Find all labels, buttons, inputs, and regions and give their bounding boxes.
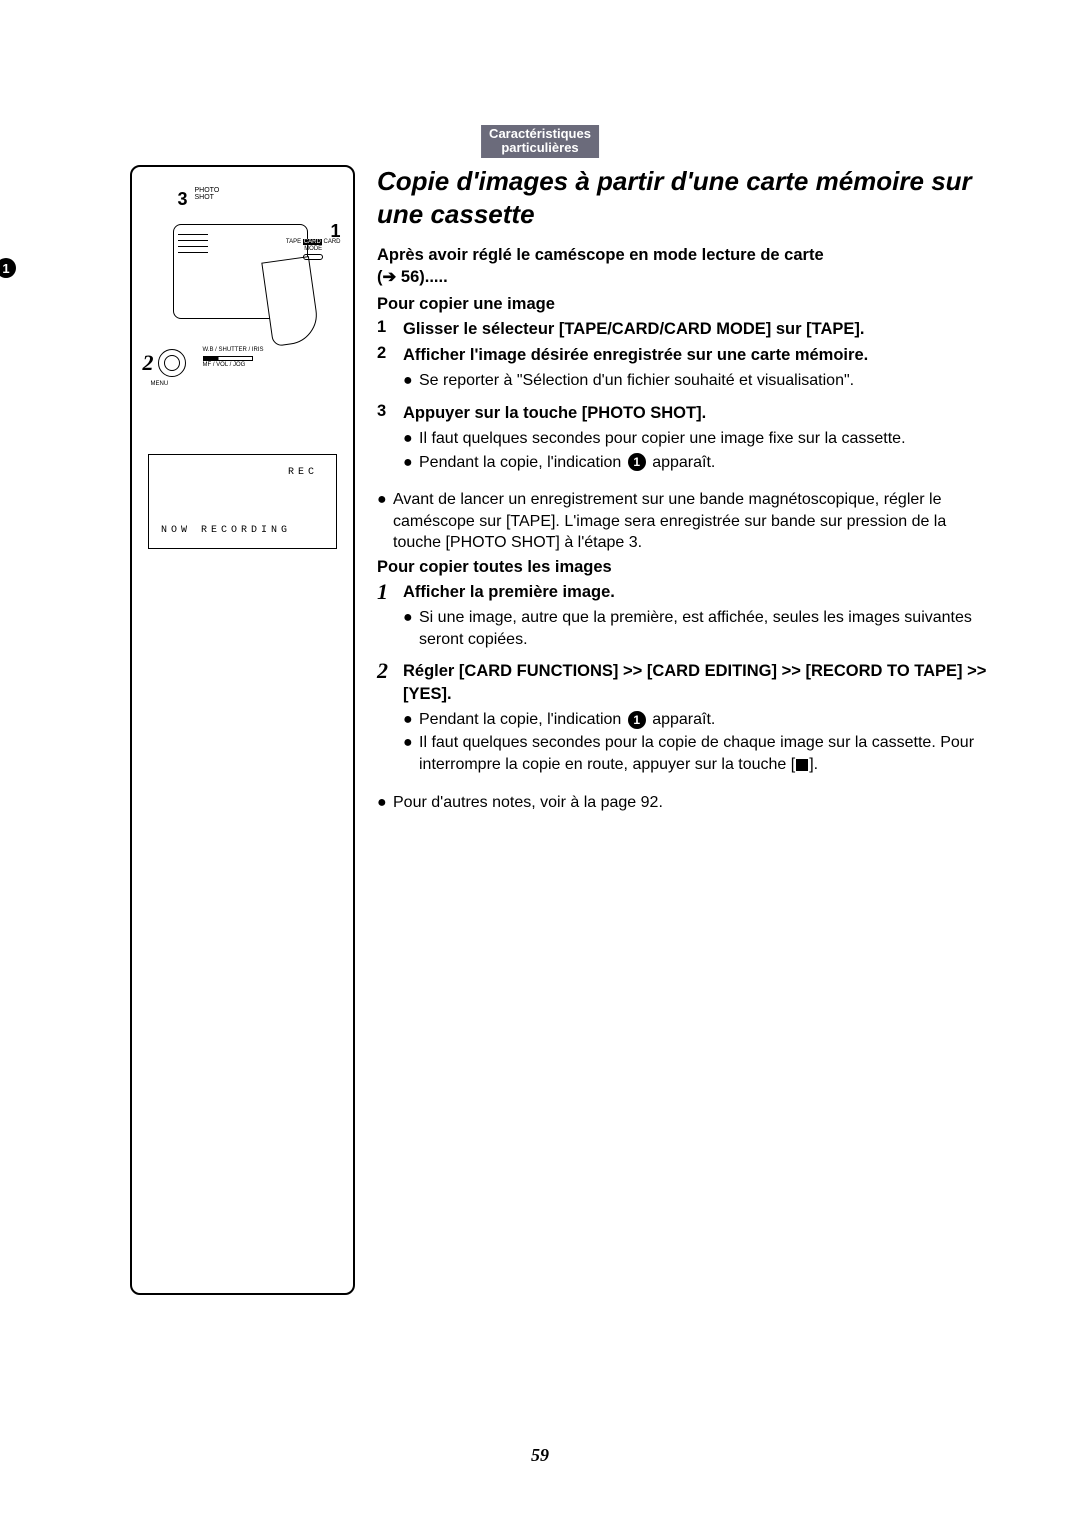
page-number: 59 (531, 1445, 549, 1466)
bullet-body: Pendant la copie, l'indication 1 apparaî… (419, 709, 990, 731)
content-row: 3 PHOTO SHOT 1 TAPE CARD CARD (130, 165, 990, 1295)
page-ref: (➔ 56)..... (377, 266, 448, 288)
step-number: 2 (377, 344, 403, 398)
section-2-head: Pour copier toutes les images (377, 558, 990, 577)
manual-page: Caractéristiques particulières 3 PHOTO S… (0, 0, 1080, 1526)
callout-circle-icon: 1 (628, 453, 646, 471)
bullet-item: ● Pendant la copie, l'indication 1 appar… (403, 452, 990, 474)
now-recording-text: NOW RECORDING (161, 525, 324, 536)
step-item: 3 Appuyer sur la touche [PHOTO SHOT]. ● … (377, 402, 990, 479)
tab-line2: particulières (489, 141, 591, 155)
menu-dial: 2 (143, 349, 186, 377)
bullet-dot-icon: ● (377, 489, 393, 554)
bullet-dot-icon: ● (403, 428, 419, 450)
camera-detail-lines (178, 234, 208, 294)
menu-label: MENU (151, 381, 169, 387)
bullet-dot-icon: ● (403, 452, 419, 474)
camera-grip-shape (261, 256, 320, 347)
bullet-item: ● Pour d'autres notes, voir à la page 92… (377, 792, 990, 814)
step-item: 2 Afficher l'image désirée enregistrée s… (377, 344, 990, 398)
bullet-list: ● Pendant la copie, l'indication 1 appar… (403, 709, 990, 776)
callout-2: 2 (143, 350, 154, 376)
bullet-item: ● Il faut quelques secondes pour la copi… (403, 732, 990, 775)
tab-line1: Caractéristiques (489, 127, 591, 141)
step-body: Glisser le sélecteur [TAPE/CARD/CARD MOD… (403, 318, 990, 340)
rec-indicator: REC (157, 467, 318, 478)
step-body: Afficher la première image. ● Si une ima… (403, 581, 990, 656)
dial-labels: W.B / SHUTTER / IRIS MF / VOL / JOG (203, 347, 264, 370)
steps-1: 1 Glisser le sélecteur [TAPE/CARD/CARD M… (377, 318, 990, 480)
bullet-list: ● Il faut quelques secondes pour copier … (403, 428, 990, 473)
text-column: Copie d'images à partir d'une carte mémo… (377, 165, 990, 1295)
outer-bullet-list: ● Avant de lancer un enregistrement sur … (377, 489, 990, 554)
step-number-script: 1 (377, 581, 403, 656)
steps-2: 1 Afficher la première image. ● Si une i… (377, 581, 990, 782)
bullet-dot-icon: ● (403, 709, 419, 731)
bullet-body: Pendant la copie, l'indication 1 apparaî… (419, 452, 990, 474)
dial-bar-icon (203, 356, 253, 361)
bullet-item: ● Il faut quelques secondes pour copier … (403, 428, 990, 450)
step-body: Appuyer sur la touche [PHOTO SHOT]. ● Il… (403, 402, 990, 479)
screen-callout-1: 1 (0, 258, 16, 278)
bullet-item: ● Pendant la copie, l'indication 1 appar… (403, 709, 990, 731)
screen-display: REC NOW RECORDING (148, 454, 337, 549)
step-body: Afficher l'image désirée enregistrée sur… (403, 344, 990, 398)
bullet-dot-icon: ● (403, 732, 419, 775)
bullet-list: ● Si une image, autre que la première, e… (403, 607, 990, 650)
bullet-item: ● Si une image, autre que la première, e… (403, 607, 990, 650)
photo-shot-label: PHOTO SHOT (195, 187, 220, 201)
step-item: 2 Régler [CARD FUNCTIONS] >> [CARD EDITI… (377, 660, 990, 781)
section-tab: Caractéristiques particulières (481, 125, 599, 158)
step-number-script: 2 (377, 660, 403, 781)
intro-text: Après avoir réglé le caméscope en mode l… (377, 244, 990, 289)
bullet-item: ● Se reporter à "Sélection d'un fichier … (403, 370, 990, 392)
step-item: 1 Afficher la première image. ● Si une i… (377, 581, 990, 656)
section-1-head: Pour copier une image (377, 295, 990, 314)
step-number: 3 (377, 402, 403, 479)
camera-illustration: 3 PHOTO SHOT 1 TAPE CARD CARD (143, 179, 343, 379)
stop-square-icon (796, 759, 808, 771)
bullet-dot-icon: ● (403, 607, 419, 650)
bullet-dot-icon: ● (403, 370, 419, 392)
bullet-body: Il faut quelques secondes pour la copie … (419, 732, 990, 775)
dial-circle-icon (158, 349, 186, 377)
callout-3: 3 (178, 189, 188, 210)
callout-circle-icon: 1 (628, 711, 646, 729)
diagram-box: 3 PHOTO SHOT 1 TAPE CARD CARD (130, 165, 355, 1295)
step-body: Régler [CARD FUNCTIONS] >> [CARD EDITING… (403, 660, 990, 781)
bullet-dot-icon: ● (377, 792, 393, 814)
bullet-list: ● Se reporter à "Sélection d'un fichier … (403, 370, 990, 392)
diagram-column: 3 PHOTO SHOT 1 TAPE CARD CARD (130, 165, 355, 1295)
switch-icon (303, 254, 323, 260)
page-title: Copie d'images à partir d'une carte mémo… (377, 165, 990, 230)
final-bullet-list: ● Pour d'autres notes, voir à la page 92… (377, 792, 990, 814)
bullet-item: ● Avant de lancer un enregistrement sur … (377, 489, 990, 554)
mode-switch-label: TAPE CARD CARD MODE (286, 239, 341, 261)
step-number: 1 (377, 318, 403, 340)
step-item: 1 Glisser le sélecteur [TAPE/CARD/CARD M… (377, 318, 990, 340)
